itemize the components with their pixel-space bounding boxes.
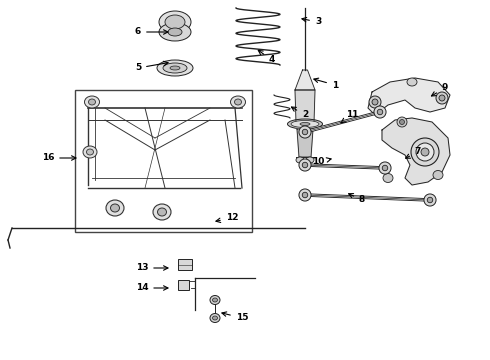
Ellipse shape (383, 174, 393, 183)
Text: 11: 11 (341, 111, 358, 123)
Text: 15: 15 (222, 312, 248, 323)
Ellipse shape (296, 157, 304, 163)
Ellipse shape (210, 314, 220, 323)
Text: 14: 14 (136, 284, 168, 292)
Ellipse shape (369, 96, 381, 108)
Ellipse shape (416, 143, 434, 161)
Ellipse shape (213, 316, 218, 320)
Ellipse shape (213, 298, 218, 302)
Ellipse shape (302, 192, 308, 198)
Ellipse shape (399, 120, 405, 125)
Bar (75, 90, 252, 232)
Ellipse shape (153, 204, 171, 220)
Ellipse shape (299, 189, 311, 201)
Text: 9: 9 (432, 84, 448, 96)
Ellipse shape (291, 121, 319, 127)
Text: 1: 1 (314, 78, 338, 90)
Ellipse shape (157, 208, 167, 216)
Text: 10: 10 (312, 158, 331, 166)
Ellipse shape (299, 159, 311, 171)
Bar (178, 259, 192, 270)
Ellipse shape (299, 126, 311, 138)
Ellipse shape (165, 15, 185, 29)
Ellipse shape (84, 96, 99, 108)
Ellipse shape (421, 148, 429, 156)
Text: 5: 5 (135, 61, 168, 72)
Ellipse shape (439, 95, 445, 101)
Ellipse shape (306, 157, 314, 163)
Ellipse shape (411, 138, 439, 166)
Ellipse shape (83, 146, 97, 158)
Ellipse shape (382, 165, 388, 171)
Text: 13: 13 (136, 264, 168, 273)
Ellipse shape (374, 106, 386, 118)
Ellipse shape (235, 99, 242, 105)
Ellipse shape (111, 204, 120, 212)
Polygon shape (382, 118, 450, 185)
Text: 16: 16 (42, 153, 76, 162)
Ellipse shape (302, 162, 308, 168)
Ellipse shape (168, 28, 182, 36)
Text: 12: 12 (216, 213, 238, 222)
Ellipse shape (433, 171, 443, 180)
Text: 3: 3 (302, 18, 321, 27)
Ellipse shape (302, 129, 308, 135)
Ellipse shape (407, 78, 417, 86)
Ellipse shape (170, 66, 180, 70)
Polygon shape (368, 78, 450, 115)
Text: 2: 2 (292, 107, 308, 120)
Text: 4: 4 (258, 50, 275, 64)
Ellipse shape (106, 200, 124, 216)
Ellipse shape (230, 96, 245, 108)
Ellipse shape (424, 194, 436, 206)
Ellipse shape (210, 296, 220, 305)
Text: 7: 7 (406, 148, 421, 158)
Ellipse shape (372, 99, 378, 105)
Ellipse shape (89, 99, 96, 105)
Polygon shape (297, 129, 313, 157)
Ellipse shape (427, 197, 433, 203)
Text: 8: 8 (348, 194, 365, 204)
Ellipse shape (163, 63, 187, 73)
Ellipse shape (436, 92, 448, 104)
Ellipse shape (300, 122, 310, 126)
Ellipse shape (397, 117, 407, 127)
Ellipse shape (377, 109, 383, 115)
Ellipse shape (87, 149, 94, 155)
Text: 6: 6 (135, 27, 168, 36)
Polygon shape (295, 70, 315, 90)
Ellipse shape (379, 162, 391, 174)
Ellipse shape (159, 11, 191, 33)
Ellipse shape (159, 23, 191, 41)
Polygon shape (295, 90, 315, 122)
Ellipse shape (157, 60, 193, 76)
Bar (178, 280, 189, 290)
Ellipse shape (288, 119, 322, 129)
